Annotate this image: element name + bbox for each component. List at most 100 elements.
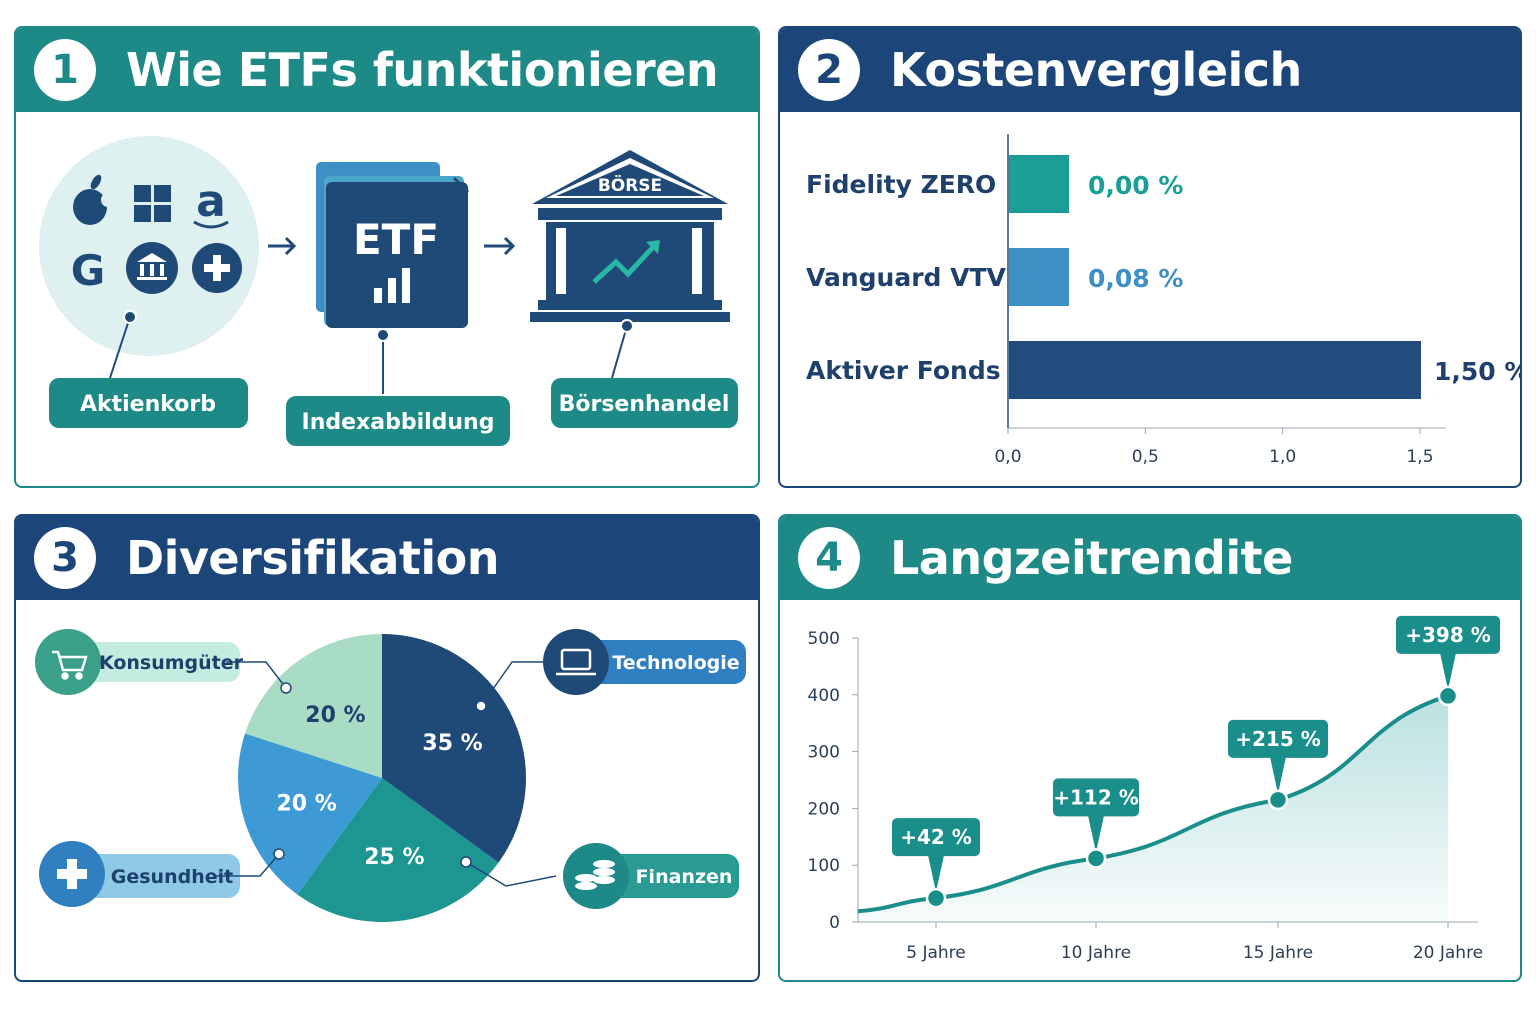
panel-header: 2 Kostenvergleich [780, 28, 1520, 112]
panel-header: 1 Wie ETFs funktionieren [16, 28, 758, 112]
return-area-chart: 0 100 200 300 400 500 5 Jahre 10 Jahre 15 Jahre 2… [808, 615, 1500, 963]
stock-exchange-icon: BÖRSE [530, 150, 730, 322]
panel-number: 4 [798, 527, 860, 589]
arrow-right-icon [484, 236, 516, 256]
callout-dot [475, 700, 487, 712]
callout-pill [571, 640, 746, 684]
connector-lines [109, 316, 628, 394]
return-callout [1396, 615, 1500, 654]
callout-pill [72, 854, 240, 898]
arrow-right-icon [268, 236, 297, 256]
label-aktienkorb: Aktienkorb [80, 392, 216, 417]
bar-value-label: 1,50 % [1434, 357, 1520, 386]
bank-icon [126, 242, 178, 294]
x-tick-label: 1,5 [1406, 447, 1433, 467]
etf-document-icon: ETF [316, 162, 470, 328]
callout-line [480, 661, 556, 707]
etf-mechanism-panel: 1 Wie ETFs funktionieren a [14, 26, 760, 488]
x-tick-label: 15 Jahre [1243, 943, 1313, 963]
panel-header: 4 Langzeitrendite [780, 516, 1520, 600]
callout-pill [68, 642, 240, 682]
area-fill [858, 695, 1448, 922]
return-label: +42 % [900, 825, 972, 849]
health-plus-icon [192, 243, 242, 293]
callout-line [465, 861, 557, 887]
coins-icon [563, 843, 629, 909]
callout-label: Finanzen [636, 866, 733, 888]
sector-pie-chart: 35 % 25 % 20 % 20 % Technologie Finanzen Gesun… [35, 629, 746, 922]
laptop-icon [543, 629, 609, 695]
panel-number: 1 [34, 39, 96, 101]
callout-line [226, 661, 287, 689]
svg-text:G: G [71, 246, 105, 295]
x-tick-label: 1,0 [1269, 447, 1296, 467]
data-point [1267, 789, 1289, 811]
cart-icon [35, 629, 101, 695]
callout-pointer [1440, 652, 1456, 690]
cost-bar-chart: Fidelity ZERO 0,00 % Vanguard VTV 0,08 % Akt… [806, 134, 1520, 467]
return-label: +215 % [1235, 727, 1321, 751]
label-indexabbildung: Indexabbildung [302, 410, 495, 435]
return-callout [1228, 719, 1328, 758]
bar [1009, 248, 1069, 306]
data-point [1085, 848, 1107, 869]
y-tick-label: 500 [808, 629, 840, 649]
x-tick-label: 5 Jahre [906, 943, 966, 963]
panel-number: 3 [34, 527, 96, 589]
slice-percent-label: 35 % [422, 731, 482, 756]
bar-category-label: Fidelity ZERO [806, 170, 996, 199]
panel-title: Kostenvergleich [890, 43, 1302, 97]
pie-slice [382, 634, 526, 863]
x-tick-label: 0,0 [994, 447, 1021, 467]
connector-dot [620, 319, 634, 333]
amazon-icon: a [193, 176, 229, 229]
apple-icon [73, 174, 115, 225]
callout-pill [591, 854, 739, 898]
panel-number: 2 [798, 39, 860, 101]
connector-dot [123, 310, 137, 324]
etf-mechanism-diagram: a G [39, 136, 738, 446]
diversification-panel: 3 Diversifikation 35 % 25 % 20 % 20 % Techno… [14, 514, 760, 982]
panel-title: Langzeitrendite [890, 531, 1293, 585]
callout-line [216, 853, 280, 877]
label-pill [551, 378, 738, 428]
coins-glyph [575, 860, 615, 890]
label-boersenhandel: Börsenhandel [559, 392, 730, 417]
cart-glyph [52, 650, 88, 680]
pie-slice [245, 634, 382, 778]
callout-dot [460, 856, 472, 868]
slice-percent-label: 20 % [277, 791, 337, 816]
windows-icon [134, 185, 171, 222]
exchange-sign: BÖRSE [598, 174, 662, 196]
y-tick-label: 0 [829, 913, 840, 933]
svg-text:ETF: ETF [353, 215, 439, 264]
callout-label: Konsumgüter [99, 652, 244, 674]
plus-glyph [57, 859, 87, 889]
connector-dot [376, 328, 390, 342]
callout-dot [280, 682, 292, 694]
data-point [1437, 685, 1459, 707]
bar-value-label: 0,08 % [1088, 264, 1183, 293]
x-tick-label: 10 Jahre [1061, 943, 1131, 963]
label-pill [49, 378, 248, 428]
slice-percent-label: 20 % [305, 703, 365, 728]
callout-label: Technologie [612, 652, 739, 674]
x-tick-label: 20 Jahre [1413, 943, 1483, 963]
y-tick-label: 200 [808, 799, 840, 819]
cost-comparison-panel: 2 Kostenvergleich Fidelity ZERO 0,00 % Van… [778, 26, 1522, 488]
callout-label: Gesundheit [111, 866, 233, 888]
data-point [925, 887, 947, 909]
bar [1009, 341, 1421, 399]
callout-pointer [1088, 815, 1104, 853]
y-tick-label: 400 [808, 686, 840, 706]
label-pill [286, 396, 510, 446]
slice-percent-label: 25 % [364, 845, 424, 870]
google-icon: G [71, 246, 105, 295]
long-term-return-panel: 4 Langzeitrendite 0 100 200 300 400 500 5 Jahr… [778, 514, 1522, 982]
y-tick-label: 100 [808, 856, 840, 876]
return-callout [892, 818, 980, 857]
bar-category-label: Vanguard VTV [806, 263, 1007, 292]
x-tick-label: 0,5 [1132, 447, 1159, 467]
bar-category-label: Aktiver Fonds [806, 356, 1001, 385]
callout-dot [273, 848, 285, 860]
